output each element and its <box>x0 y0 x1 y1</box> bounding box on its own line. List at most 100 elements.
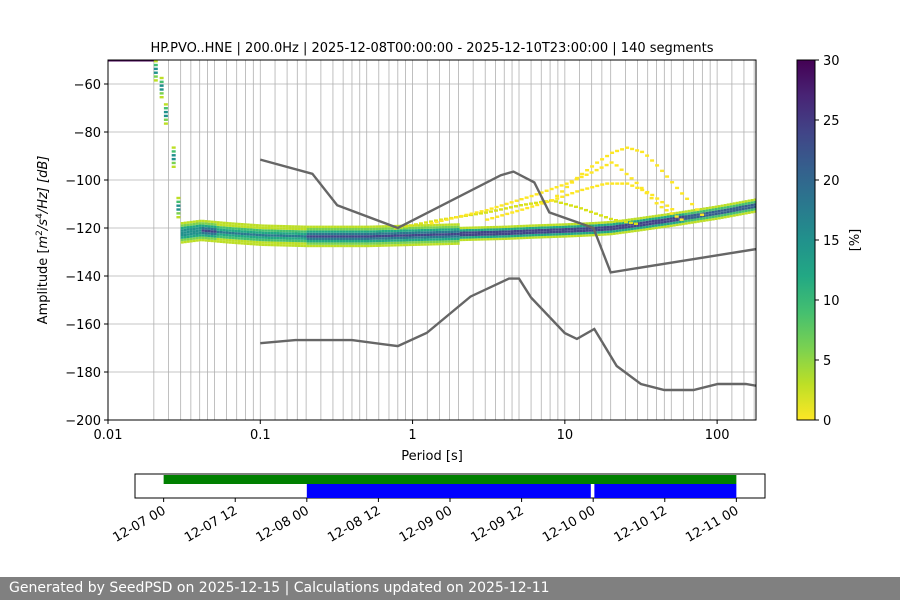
psd-cell <box>303 227 307 231</box>
psd-cell <box>294 237 298 240</box>
psd-cell <box>657 226 661 229</box>
psd-cell <box>699 217 703 220</box>
psd-cell <box>505 212 510 216</box>
psd-cell <box>393 241 397 245</box>
psd-cell <box>348 225 352 228</box>
psd-cell <box>176 216 181 219</box>
psd-cell <box>255 243 259 246</box>
psd-cell <box>426 226 430 229</box>
psd-cell <box>378 234 382 238</box>
psd-cell <box>660 213 664 217</box>
psd-cell <box>729 202 733 206</box>
psd-cell <box>255 228 259 232</box>
psd-cell <box>654 217 658 220</box>
psd-cell <box>315 228 319 231</box>
psd-cell <box>207 227 211 230</box>
psd-cell <box>195 234 199 237</box>
psd-cell <box>357 242 361 245</box>
psd-cell <box>738 210 742 214</box>
psd-cell <box>555 228 559 231</box>
psd-cell <box>678 220 682 224</box>
psd-cell <box>345 242 349 245</box>
psd-cell <box>495 230 499 234</box>
psd-cell <box>744 204 748 208</box>
psd-cell <box>264 236 268 239</box>
psd-cell <box>345 230 349 233</box>
psd-cell <box>537 236 541 239</box>
y-tick-label: −100 <box>65 174 101 189</box>
psd-cell <box>396 239 400 242</box>
psd-cell <box>435 233 439 236</box>
psd-cell <box>565 193 570 197</box>
psd-cell <box>531 231 535 234</box>
psd-cell <box>249 228 253 231</box>
psd-cell <box>510 227 514 231</box>
psd-cell <box>645 223 649 226</box>
psd-cell <box>336 228 340 231</box>
psd-cell <box>219 233 223 236</box>
psd-cell <box>717 217 721 220</box>
psd-cell <box>378 237 382 240</box>
psd-cell <box>270 229 274 232</box>
psd-cell <box>711 218 715 221</box>
psd-cell <box>315 230 319 233</box>
psd-cell <box>270 234 274 237</box>
psd-cell <box>642 226 646 229</box>
psd-cell <box>738 203 742 207</box>
psd-cell <box>327 232 331 236</box>
psd-cell <box>210 220 214 223</box>
psd-cell <box>414 241 418 244</box>
psd-cell <box>615 224 619 228</box>
timeline-bars <box>163 475 737 498</box>
psd-cell <box>474 233 478 236</box>
psd-cell <box>597 233 601 237</box>
psd-cell <box>273 231 277 235</box>
psd-cell <box>435 235 439 239</box>
psd-cell <box>324 225 328 228</box>
psd-cell <box>429 223 433 227</box>
psd-cell <box>584 173 589 176</box>
psd-cell <box>300 235 304 238</box>
psd-cell <box>309 240 313 243</box>
psd-cell <box>378 232 382 235</box>
psd-cell <box>618 231 622 235</box>
psd-cell <box>291 227 295 231</box>
psd-cell <box>606 228 610 231</box>
psd-cell <box>550 199 555 202</box>
psd-cell <box>207 239 211 242</box>
psd-cell <box>399 241 403 244</box>
psd-cell <box>267 226 271 230</box>
psd-cell <box>717 207 721 210</box>
psd-cell <box>513 232 517 235</box>
psd-cell <box>642 221 646 224</box>
psd-cell <box>231 231 235 235</box>
psd-cell <box>621 228 625 232</box>
psd-cell <box>396 224 400 228</box>
psd-cell <box>603 223 607 227</box>
psd-cell <box>537 226 541 229</box>
psd-cell <box>198 224 202 227</box>
psd-cell <box>285 234 289 238</box>
psd-cell <box>225 236 229 239</box>
psd-cell <box>747 206 751 210</box>
psd-cell <box>600 233 604 236</box>
psd-cell <box>375 239 379 243</box>
psd-cell <box>483 235 487 239</box>
psd-cell <box>216 228 220 231</box>
psd-cell <box>372 230 376 233</box>
psd-cell <box>360 225 364 228</box>
timeline-tick-label: 12-10 12 <box>612 503 670 545</box>
psd-cell <box>489 233 493 236</box>
psd-cell <box>726 215 730 218</box>
psd-cell <box>393 239 397 242</box>
psd-cell <box>246 225 250 229</box>
psd-cell <box>696 215 700 219</box>
psd-cell <box>222 224 226 227</box>
psd-cell <box>705 216 709 220</box>
psd-cell <box>570 227 574 231</box>
psd-cell <box>228 224 232 227</box>
psd-cell <box>420 228 424 232</box>
psd-cell <box>324 237 328 240</box>
psd-cell <box>163 110 168 114</box>
